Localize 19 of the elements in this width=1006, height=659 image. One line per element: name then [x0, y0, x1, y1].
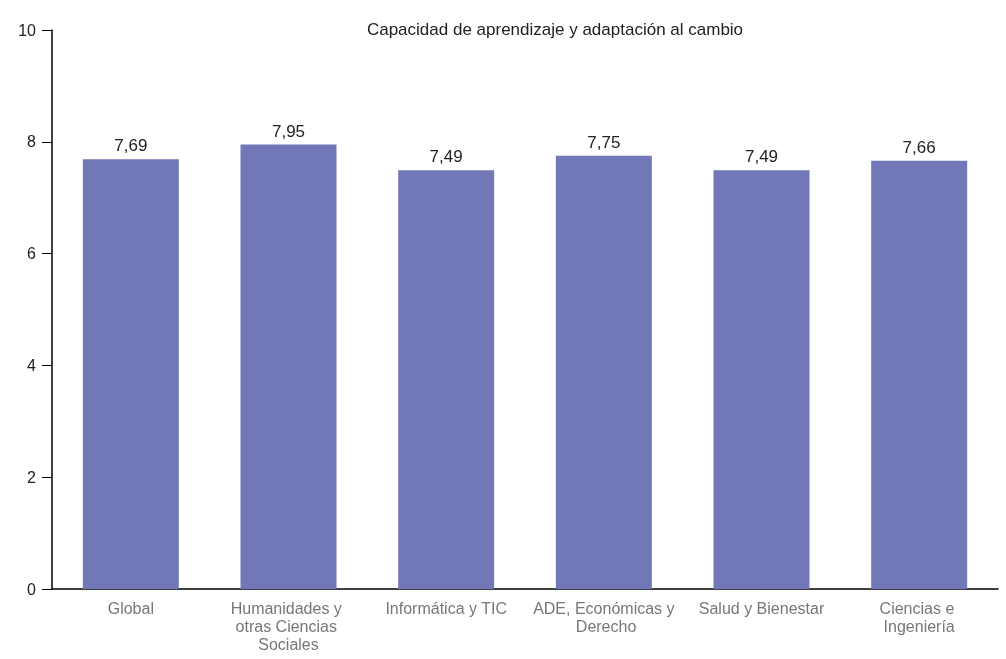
x-tick-label: ADE, Económicas y Derecho — [533, 599, 675, 635]
data-label: 7,49 — [744, 147, 779, 167]
data-label: 7,69 — [114, 136, 148, 156]
x-tick-label: Informática y TIC — [385, 599, 507, 617]
x-tick-label: Ciencias e Ingeniería — [879, 599, 959, 635]
y-tick-label: 6 — [27, 245, 37, 263]
x-tick-label: Salud y Bienestar — [698, 599, 825, 617]
y-tick-label: 4 — [27, 356, 37, 374]
y-tick-label: 2 — [27, 468, 37, 486]
data-label: 7,49 — [429, 147, 463, 167]
y-tick-label: 10 — [18, 21, 37, 39]
x-tick-label: Global — [107, 599, 154, 617]
y-tick-label: 8 — [27, 133, 37, 151]
x-tick-label: Humanidades y otras Ciencias Sociales — [230, 599, 347, 653]
data-label: 7,75 — [587, 132, 621, 152]
data-label: 7,95 — [271, 121, 306, 141]
y-tick-label: 0 — [27, 580, 37, 598]
data-label: 7,66 — [902, 137, 936, 157]
chart-title: Capacidad de aprendizaje y adaptación al cambio — [366, 20, 744, 39]
